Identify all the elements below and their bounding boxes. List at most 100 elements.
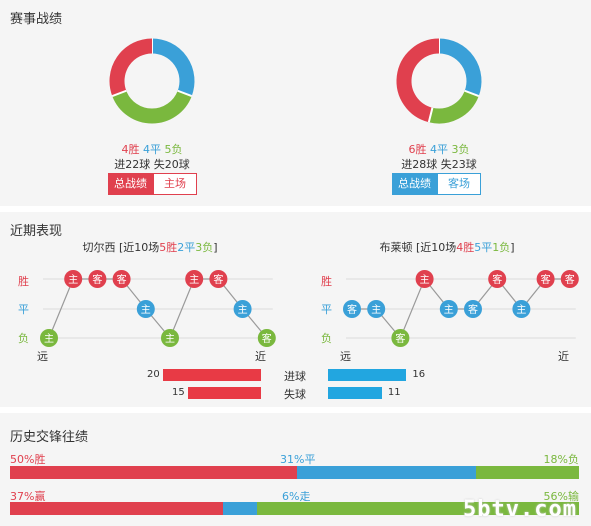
home-form-chart: 主主客客主主主 客主客: [40, 270, 276, 347]
home-conceded-value: 15: [172, 387, 185, 398]
away-draws: 4平: [430, 143, 448, 156]
home-conceded: 失20球: [153, 158, 190, 171]
home-form-point: [161, 329, 179, 347]
away-form-point: [536, 270, 555, 288]
home-form-point: [233, 300, 252, 318]
home-form-venue-label: 主: [44, 333, 54, 345]
away-recent-title: 布莱顿 [近10场4胜5平1负]: [379, 241, 515, 254]
home-donut-separator: [177, 89, 193, 98]
away-axis-win: 胜: [321, 275, 332, 288]
away-form-point: [367, 300, 386, 318]
history-row1-draw-label: 31%平: [280, 453, 316, 466]
away-goals-summary: 进28球 失23球: [359, 156, 519, 172]
home-axis-win: 胜: [18, 275, 29, 288]
home-far-label: 远: [37, 350, 48, 363]
away-record-summary: 6胜 4平 3负: [359, 141, 519, 157]
home-form-point: [185, 270, 204, 288]
home-form-point: [257, 329, 276, 347]
away-axis-loss: 负: [321, 332, 332, 345]
home-near-label: 近: [255, 350, 266, 363]
away-tab-venue[interactable]: 客场: [437, 173, 481, 195]
goals-label: 进球: [284, 370, 306, 383]
away-form-point: [512, 300, 531, 318]
away-form-venue-label: 客: [565, 273, 575, 286]
history-row1-draw-bar: [297, 466, 476, 479]
away-form-point: [439, 300, 458, 318]
away-form-venue-label: 客: [492, 273, 502, 286]
home-goals-summary: 进22球 失20球: [72, 156, 232, 172]
home-form-point: [40, 329, 58, 347]
home-form-line: [48, 278, 268, 340]
away-form-venue-label: 主: [371, 304, 381, 316]
away-far-label: 远: [340, 350, 351, 363]
away-donut-separator: [427, 107, 434, 123]
history-row2-draw-label: 6%走: [282, 490, 311, 503]
away-tab-total[interactable]: 总战绩: [392, 173, 437, 195]
away-form-point: [391, 329, 410, 347]
home-wins: 4胜: [121, 143, 140, 156]
history-section-title: 历史交锋往绩: [10, 430, 89, 445]
home-goals: 进22球: [114, 158, 151, 171]
home-form-venue-label: 主: [189, 274, 199, 286]
conceded-label: 失球: [284, 388, 306, 401]
away-goals-value: 16: [412, 369, 426, 380]
home-form-venue-label: 客: [117, 273, 127, 286]
home-axis-draw: 平: [18, 303, 29, 316]
history-row2-loss-bar: [257, 502, 579, 515]
home-form-point: [136, 300, 155, 318]
home-goals-value: 20: [147, 369, 160, 380]
home-form-venue-label: 主: [165, 333, 175, 345]
away-form-chart: 客主客主主 客客主客客: [343, 270, 579, 347]
away-losses: 3负: [451, 143, 470, 156]
away-form-venue-label: 主: [420, 274, 430, 286]
home-goals-bar: [163, 369, 261, 381]
history-row2-win-label: 37%赢: [10, 490, 46, 503]
away-form-point: [343, 300, 361, 318]
home-losses: 5负: [164, 143, 183, 156]
away-form-point: [560, 270, 579, 288]
away-axis-draw: 平: [321, 303, 332, 316]
home-conceded-bar: [187, 387, 261, 399]
away-form-line: [352, 277, 570, 340]
away-near-label: 近: [558, 350, 569, 363]
home-form-point: [209, 270, 228, 288]
home-form-point: [112, 270, 131, 288]
home-donut-loss-slice: [112, 90, 192, 124]
away-form-point: [415, 270, 434, 288]
away-donut-win-slice: [396, 38, 440, 123]
away-form-venue-label: 客: [541, 273, 551, 286]
away-goals-bar: [328, 369, 407, 381]
away-form-venue-label: 主: [444, 304, 454, 316]
away-form-point: [464, 300, 482, 318]
away-form-point: [488, 270, 507, 288]
home-tab-total[interactable]: 总战绩: [108, 173, 153, 195]
away-conceded: 失23球: [440, 158, 477, 171]
home-draws: 4平: [143, 143, 161, 156]
home-donut-separator: [111, 89, 127, 98]
away-goals: 进28球: [401, 158, 438, 171]
home-form-point: [64, 270, 83, 288]
away-form-venue-label: 客: [395, 332, 405, 345]
home-tab-venue[interactable]: 主场: [153, 173, 197, 195]
home-donut-win-slice: [109, 38, 153, 97]
away-wins: 6胜: [408, 143, 427, 156]
away-donut-draw-slice: [438, 38, 482, 97]
history-row2-win-bar: [10, 502, 223, 515]
away-form-venue-label: 客: [347, 303, 357, 316]
away-form-venue-label: 客: [468, 303, 478, 316]
home-record-summary: 4胜 4平 5负: [72, 141, 232, 157]
away-donut-loss-slice: [428, 90, 479, 124]
away-donut-separator: [464, 89, 480, 98]
home-form-venue-label: 主: [141, 304, 151, 316]
home-form-venue-label: 主: [238, 304, 248, 316]
history-row1-loss-label: 18%负: [543, 453, 579, 466]
home-form-point: [88, 270, 107, 288]
record-section-title: 赛事战绩: [10, 12, 63, 27]
home-axis-loss: 负: [18, 332, 29, 345]
away-form-venue-label: 主: [516, 304, 526, 316]
home-form-venue-label: 客: [213, 273, 223, 286]
away-conceded-bar: [328, 387, 382, 399]
history-row1-loss-bar: [475, 466, 579, 479]
home-form-venue-label: 客: [92, 273, 102, 286]
watermark-logo: 5btv.com: [463, 497, 577, 522]
